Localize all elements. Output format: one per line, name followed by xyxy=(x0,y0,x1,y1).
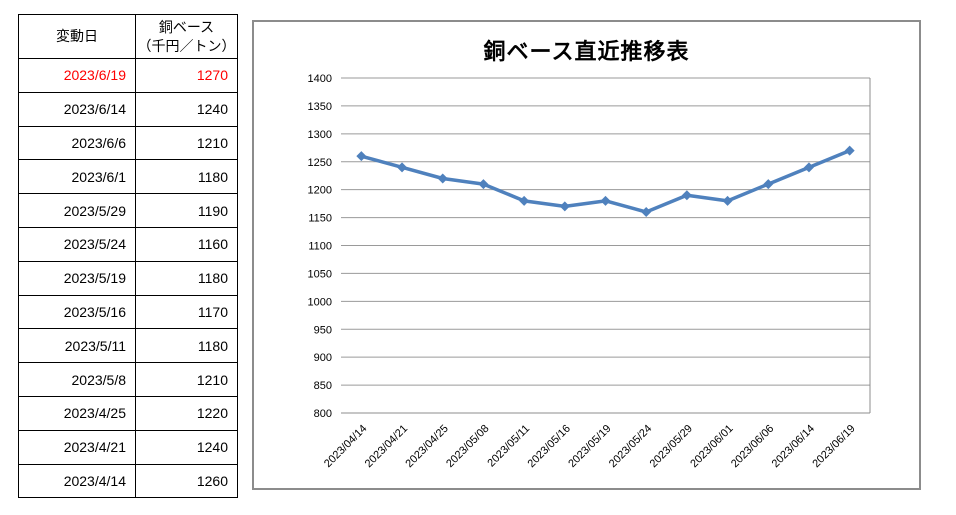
price-table-body: 2023/6/19 1270 2023/6/14 1240 2023/6/6 1210 20… xyxy=(18,58,238,499)
date-cell[interactable]: 2023/5/16 xyxy=(18,294,136,330)
table-row: 2023/6/19 1270 xyxy=(18,58,238,93)
value-cell[interactable]: 1190 xyxy=(135,193,238,228)
data-point-marker xyxy=(600,195,611,206)
data-point-marker xyxy=(844,145,855,156)
x-axis-label: 2023/04/21 xyxy=(363,423,410,470)
y-axis-label: 1200 xyxy=(308,185,332,197)
value-cell[interactable]: 1220 xyxy=(135,395,238,431)
value-cell[interactable]: 1180 xyxy=(135,159,238,195)
y-axis-label: 1000 xyxy=(308,296,332,308)
date-cell[interactable]: 2023/4/25 xyxy=(18,395,136,431)
table-header-row: 変動日 銅ベース （千円／トン） xyxy=(18,14,238,59)
x-axis-label: 2023/06/06 xyxy=(729,423,776,470)
table-row: 2023/6/1 1180 xyxy=(18,159,238,195)
y-axis-label: 1100 xyxy=(308,241,332,253)
y-axis-label: 1150 xyxy=(308,213,332,225)
y-axis-label: 1250 xyxy=(308,157,332,169)
y-axis-label: 1050 xyxy=(308,268,332,280)
date-cell[interactable]: 2023/5/19 xyxy=(18,260,136,296)
x-axis-label: 2023/05/08 xyxy=(444,423,491,470)
table-row: 2023/5/19 1180 xyxy=(18,260,238,296)
value-cell[interactable]: 1160 xyxy=(135,226,238,262)
y-axis-label: 1350 xyxy=(308,101,332,113)
table-row: 2023/6/6 1210 xyxy=(18,125,238,161)
data-point-marker xyxy=(356,151,367,162)
data-point-marker xyxy=(478,179,489,190)
data-point-marker xyxy=(519,195,530,206)
y-axis-label: 850 xyxy=(314,380,332,392)
y-axis-label: 900 xyxy=(314,352,332,364)
value-cell[interactable]: 1240 xyxy=(135,91,238,127)
table-row: 2023/5/29 1190 xyxy=(18,193,238,228)
value-cell[interactable]: 1210 xyxy=(135,362,238,397)
value-cell[interactable]: 1210 xyxy=(135,125,238,161)
value-cell[interactable]: 1270 xyxy=(135,58,238,93)
value-cell[interactable]: 1180 xyxy=(135,260,238,296)
table-row: 2023/4/14 1260 xyxy=(18,463,238,499)
x-axis-label: 2023/05/24 xyxy=(607,423,654,470)
date-cell[interactable]: 2023/6/14 xyxy=(18,91,136,127)
date-cell[interactable]: 2023/4/21 xyxy=(18,429,136,465)
data-point-marker xyxy=(559,201,570,212)
date-cell[interactable]: 2023/5/8 xyxy=(18,362,136,397)
table-row: 2023/5/24 1160 xyxy=(18,226,238,262)
chart-title: 銅ベース直近推移表 xyxy=(483,39,690,64)
value-header-line2: （千円／トン） xyxy=(137,37,236,54)
table-row: 2023/6/14 1240 xyxy=(18,91,238,127)
data-point-marker xyxy=(803,162,814,173)
data-point-marker xyxy=(763,179,774,190)
table-row: 2023/5/11 1180 xyxy=(18,328,238,364)
data-point-marker xyxy=(397,162,408,173)
value-cell[interactable]: 1240 xyxy=(135,429,238,465)
y-axis-label: 1400 xyxy=(308,73,332,85)
x-axis-label: 2023/06/19 xyxy=(810,423,857,470)
table-row: 2023/4/25 1220 xyxy=(18,395,238,431)
date-cell[interactable]: 2023/6/1 xyxy=(18,159,136,195)
value-cell[interactable]: 1180 xyxy=(135,328,238,364)
value-cell[interactable]: 1170 xyxy=(135,294,238,330)
table-row: 2023/4/21 1240 xyxy=(18,429,238,465)
data-point-marker xyxy=(437,173,448,184)
table-row: 2023/5/16 1170 xyxy=(18,294,238,330)
x-axis-label: 2023/06/14 xyxy=(770,423,817,470)
date-cell[interactable]: 2023/5/29 xyxy=(18,193,136,228)
line-chart: 800 850 900 950 1000 1050 1100 1150 1200 1250 1300… xyxy=(308,73,871,470)
data-point-marker xyxy=(722,195,733,206)
x-axis-label: 2023/05/29 xyxy=(648,423,695,470)
y-axis-label: 1300 xyxy=(308,129,332,141)
value-column-header[interactable]: 銅ベース （千円／トン） xyxy=(135,14,238,59)
date-cell[interactable]: 2023/5/11 xyxy=(18,328,136,364)
date-cell[interactable]: 2023/5/24 xyxy=(18,226,136,262)
date-header-label: 変動日 xyxy=(56,28,98,45)
data-point-marker xyxy=(641,207,652,217)
value-cell[interactable]: 1260 xyxy=(135,463,238,499)
x-axis-label: 2023/04/25 xyxy=(403,423,450,470)
price-table: 変動日 銅ベース （千円／トン） 2023/6/19 1270 2023/6/14 1… xyxy=(18,14,238,499)
y-axis-label: 950 xyxy=(314,324,332,336)
table-row: 2023/5/8 1210 xyxy=(18,362,238,397)
date-cell[interactable]: 2023/4/14 xyxy=(18,463,136,499)
date-column-header[interactable]: 変動日 xyxy=(18,14,136,59)
x-axis-label: 2023/05/19 xyxy=(566,423,613,470)
y-axis-label: 800 xyxy=(314,408,332,420)
chart-container[interactable]: 銅ベース直近推移表 800 850 900 950 1000 1050 1100 1150 12… xyxy=(252,20,921,490)
x-axis-label: 2023/05/16 xyxy=(526,423,573,470)
data-point-marker xyxy=(681,190,692,201)
date-cell[interactable]: 2023/6/6 xyxy=(18,125,136,161)
value-header-line1: 銅ベース xyxy=(158,18,215,35)
date-cell[interactable]: 2023/6/19 xyxy=(18,58,136,93)
x-axis-label: 2023/04/14 xyxy=(322,423,369,470)
x-axis-label: 2023/06/01 xyxy=(688,423,735,470)
